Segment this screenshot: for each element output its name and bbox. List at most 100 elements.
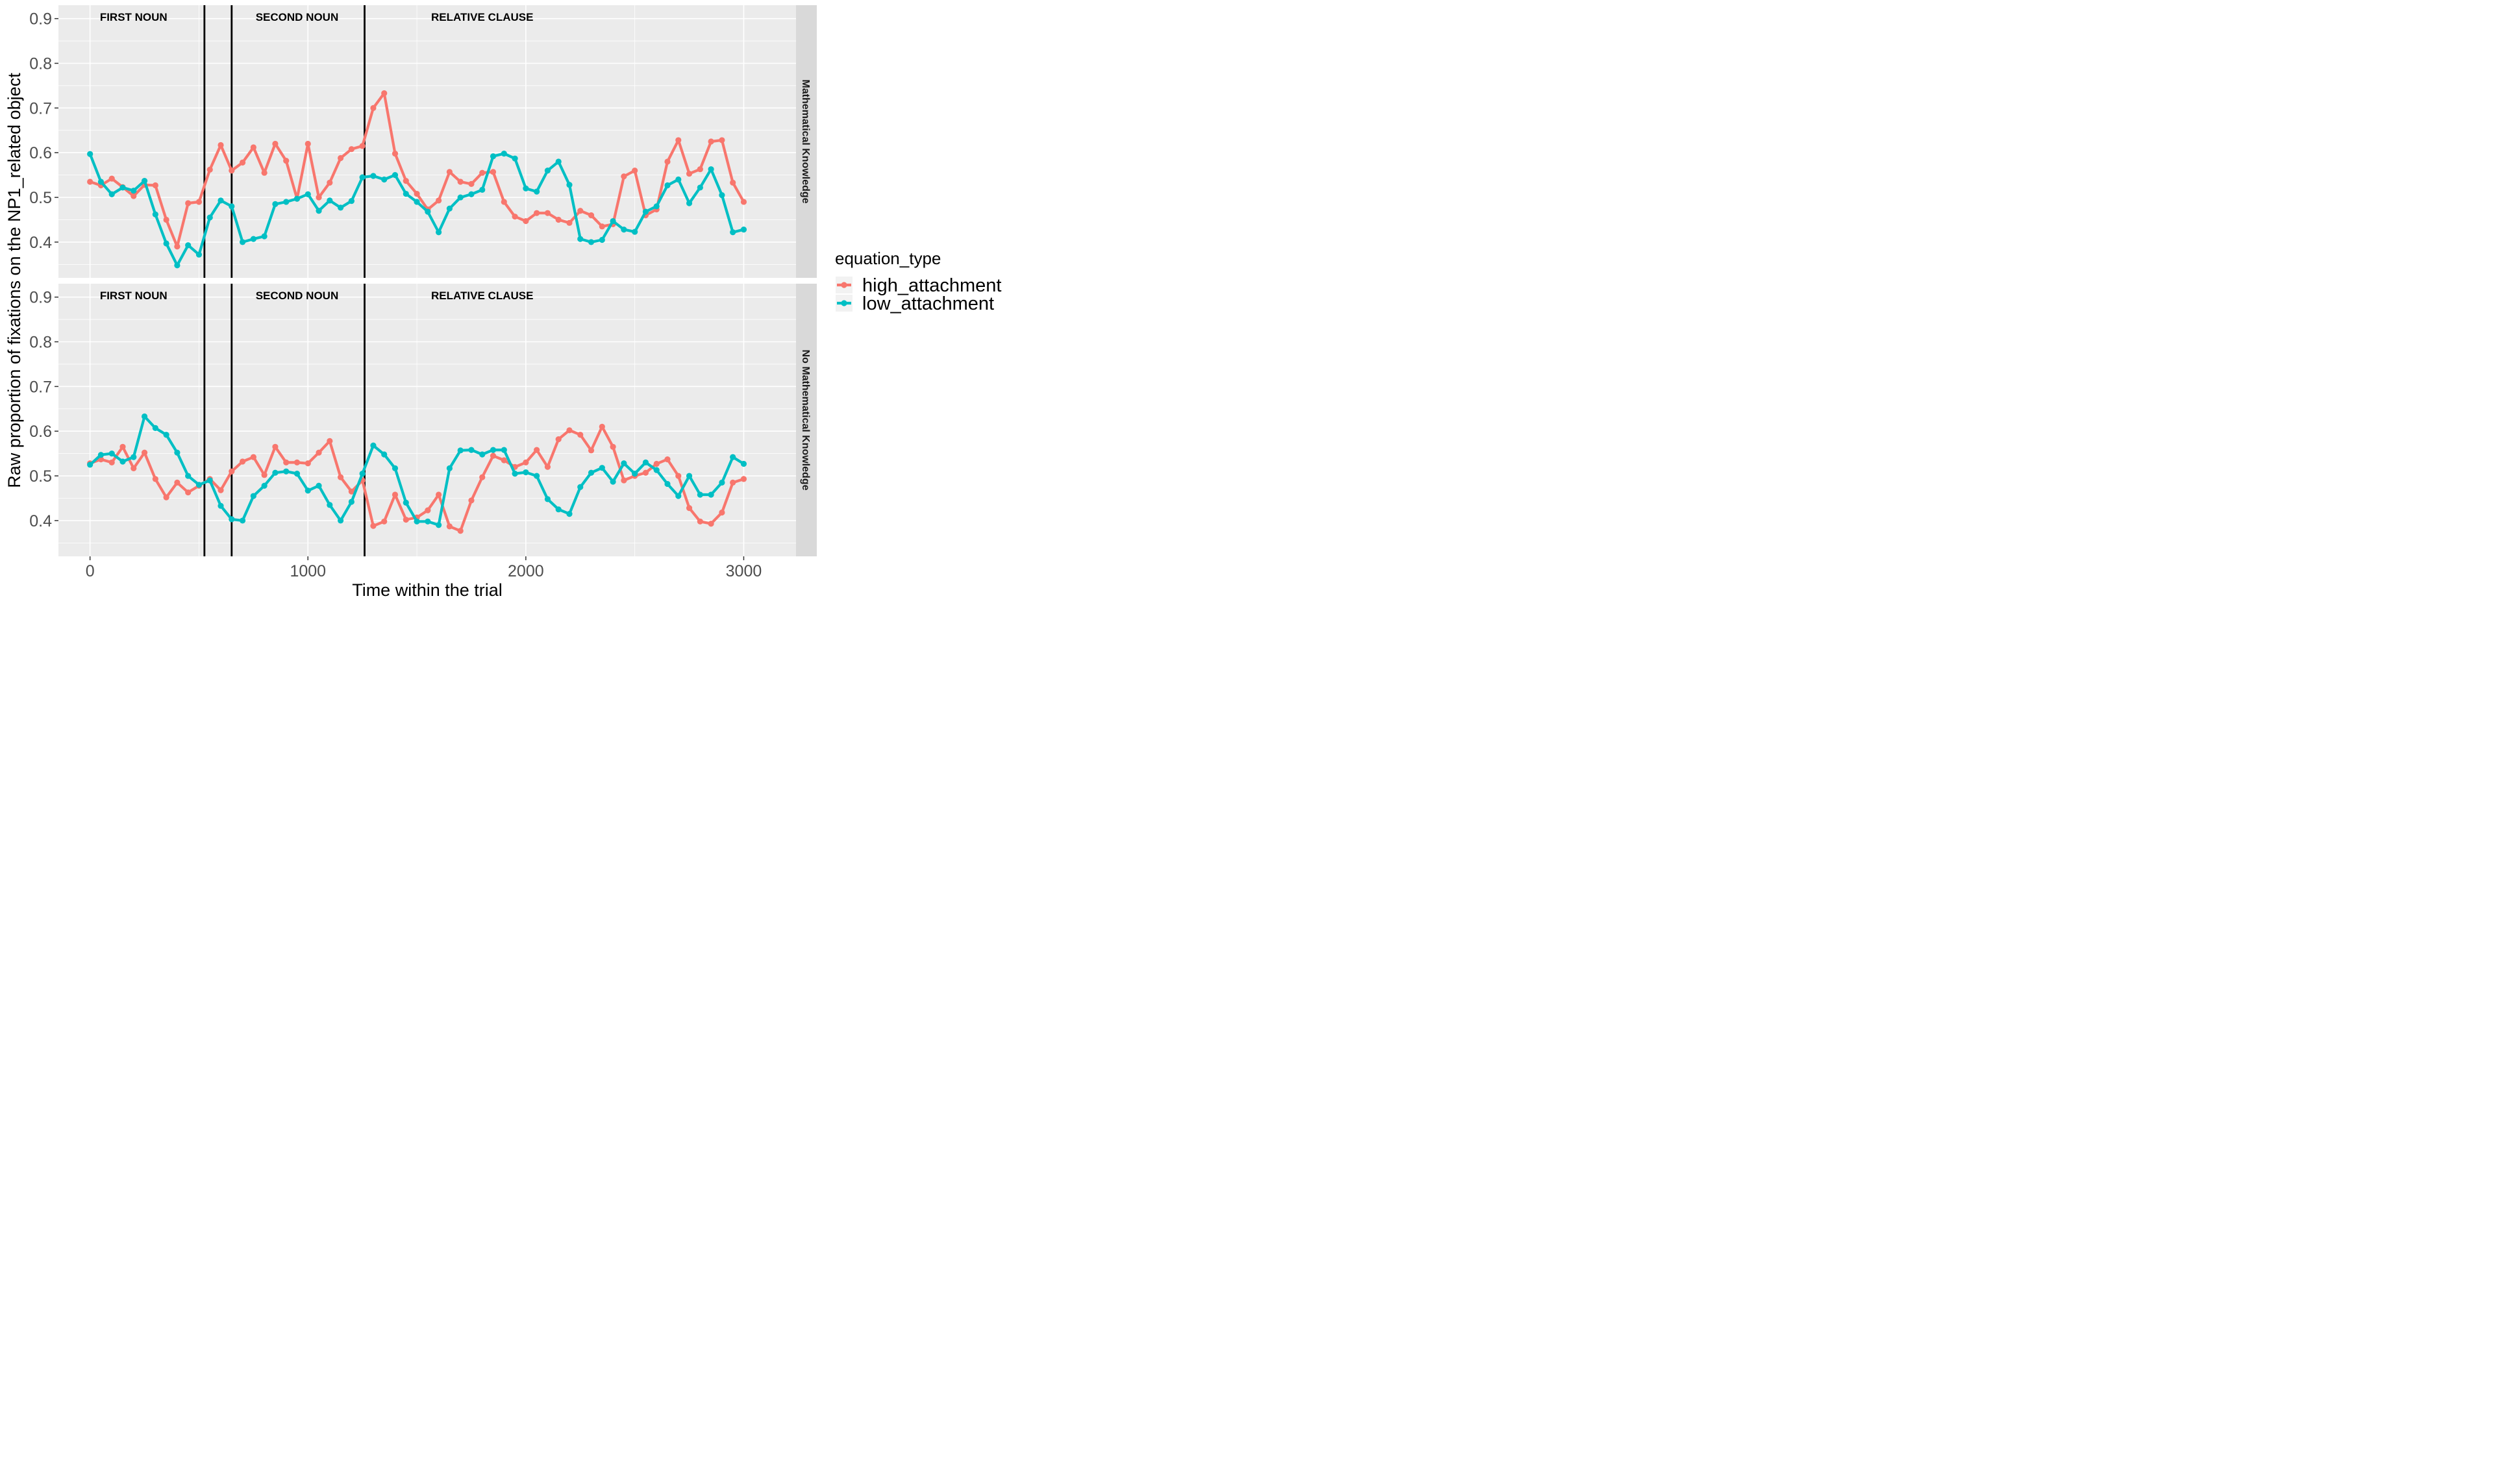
- data-point-high_attachment: [403, 177, 409, 184]
- data-point-low_attachment: [566, 510, 573, 517]
- data-point-low_attachment: [642, 459, 649, 466]
- panel-top-strip: [796, 5, 817, 278]
- data-point-high_attachment: [163, 216, 169, 223]
- data-point-high_attachment: [686, 170, 693, 177]
- data-point-low_attachment: [293, 471, 301, 477]
- y-axis-title: Raw proportion of fixations on the NP1_r…: [5, 73, 24, 488]
- data-point-low_attachment: [293, 195, 301, 202]
- data-point-high_attachment: [370, 105, 377, 111]
- data-point-low_attachment: [708, 166, 714, 173]
- data-point-low_attachment: [632, 471, 638, 477]
- legend: equation_type high_attachmentlow_attachm…: [835, 249, 1001, 314]
- data-point-low_attachment: [108, 451, 115, 457]
- data-point-low_attachment: [457, 194, 464, 201]
- data-point-low_attachment: [621, 460, 627, 467]
- data-point-high_attachment: [163, 494, 169, 501]
- data-point-low_attachment: [283, 468, 290, 475]
- data-point-low_attachment: [131, 188, 137, 194]
- data-point-high_attachment: [708, 138, 714, 145]
- data-point-low_attachment: [653, 467, 660, 473]
- data-point-low_attachment: [152, 211, 158, 217]
- data-point-low_attachment: [283, 199, 290, 205]
- data-point-high_attachment: [740, 476, 747, 482]
- data-point-low_attachment: [305, 488, 311, 494]
- data-point-high_attachment: [250, 454, 256, 460]
- data-point-high_attachment: [632, 167, 638, 174]
- data-point-high_attachment: [272, 443, 279, 450]
- y-tick-label: 0.4: [29, 512, 52, 530]
- data-point-low_attachment: [174, 449, 181, 456]
- data-point-low_attachment: [664, 182, 671, 189]
- data-point-low_attachment: [195, 482, 203, 488]
- data-point-low_attachment: [370, 173, 377, 179]
- chart-figure: FIRST NOUN SECOND NOUN RELATIVE CLAUSE Mat…: [0, 0, 1018, 604]
- data-point-high_attachment: [490, 169, 497, 175]
- data-point-low_attachment: [544, 496, 551, 502]
- data-point-high_attachment: [425, 507, 431, 513]
- data-point-high_attachment: [523, 459, 529, 466]
- legend-entry-label: low_attachment: [862, 293, 994, 314]
- data-point-high_attachment: [501, 199, 507, 205]
- data-point-low_attachment: [174, 262, 181, 269]
- data-point-low_attachment: [108, 191, 115, 197]
- data-point-high_attachment: [534, 447, 540, 453]
- data-point-low_attachment: [87, 151, 93, 157]
- data-point-high_attachment: [686, 505, 693, 512]
- data-point-high_attachment: [730, 479, 736, 486]
- data-point-high_attachment: [206, 166, 213, 173]
- data-point-high_attachment: [479, 474, 486, 480]
- data-point-low_attachment: [468, 447, 475, 453]
- data-point-high_attachment: [218, 487, 224, 493]
- data-point-low_attachment: [359, 471, 366, 477]
- data-point-high_attachment: [501, 457, 507, 464]
- data-point-low_attachment: [501, 447, 507, 453]
- data-point-low_attachment: [218, 502, 224, 509]
- legend-entry-label: high_attachment: [862, 275, 1001, 296]
- y-tick-label: 0.6: [29, 423, 52, 441]
- data-point-low_attachment: [468, 191, 475, 197]
- data-point-high_attachment: [239, 159, 246, 166]
- data-point-low_attachment: [229, 203, 235, 210]
- data-point-low_attachment: [730, 229, 736, 236]
- data-point-high_attachment: [479, 169, 486, 176]
- data-point-low_attachment: [185, 473, 192, 479]
- data-point-low_attachment: [708, 491, 714, 498]
- data-point-high_attachment: [337, 155, 344, 162]
- data-point-low_attachment: [97, 179, 105, 185]
- data-point-high_attachment: [283, 459, 290, 466]
- data-point-high_attachment: [457, 528, 464, 534]
- data-point-low_attachment: [610, 217, 616, 225]
- data-point-high_attachment: [131, 193, 137, 199]
- data-point-high_attachment: [327, 438, 333, 444]
- data-point-low_attachment: [131, 454, 137, 460]
- data-point-high_attachment: [740, 199, 747, 205]
- data-point-low_attachment: [206, 477, 213, 484]
- data-point-low_attachment: [392, 465, 399, 471]
- legend-key-point-low_attachment: [841, 300, 847, 306]
- data-point-low_attachment: [719, 192, 725, 199]
- data-point-high_attachment: [610, 443, 616, 450]
- data-point-high_attachment: [599, 223, 605, 230]
- data-point-low_attachment: [261, 482, 268, 489]
- x-axis-title: Time within the trial: [352, 580, 503, 600]
- data-point-high_attachment: [664, 456, 671, 463]
- data-point-low_attachment: [599, 236, 605, 243]
- data-point-high_attachment: [675, 137, 682, 143]
- data-point-high_attachment: [370, 523, 377, 529]
- data-point-high_attachment: [119, 443, 126, 450]
- data-point-high_attachment: [174, 243, 181, 250]
- data-point-high_attachment: [523, 217, 529, 225]
- data-point-high_attachment: [108, 175, 115, 182]
- panel-top-y-axis: 0.4 0.5 0.6 0.7 0.8 0.9: [29, 10, 58, 252]
- panel-bottom-y-axis: 0.4 0.5 0.6 0.7 0.8 0.9: [29, 289, 58, 530]
- data-point-low_attachment: [686, 200, 693, 206]
- panel-top-region-labels: FIRST NOUN SECOND NOUN RELATIVE CLAUSE: [100, 11, 534, 23]
- data-point-high_attachment: [446, 169, 453, 175]
- data-point-low_attachment: [359, 174, 366, 180]
- data-point-high_attachment: [436, 491, 442, 498]
- data-point-low_attachment: [348, 197, 355, 204]
- data-point-high_attachment: [305, 460, 311, 467]
- data-point-high_attachment: [468, 497, 475, 504]
- data-point-low_attachment: [381, 176, 388, 183]
